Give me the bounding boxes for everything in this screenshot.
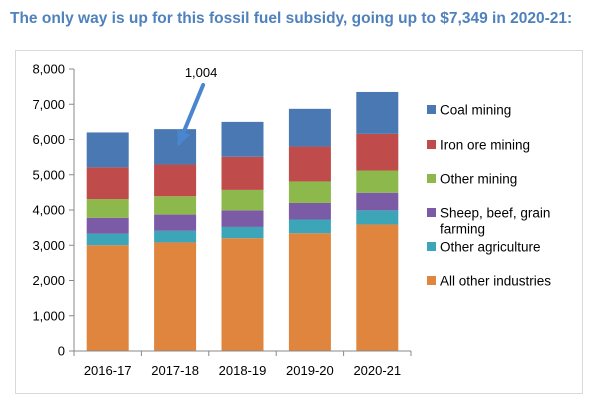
y-tick-label: 0 xyxy=(58,344,65,359)
legend-label: Other mining xyxy=(440,172,517,187)
chart-frame xyxy=(15,50,583,394)
bar-segment xyxy=(221,121,264,157)
bar-segment xyxy=(221,238,264,351)
y-tick-label: 3,000 xyxy=(32,238,65,253)
legend-label: Iron ore mining xyxy=(440,138,530,153)
bar-segment xyxy=(86,217,129,234)
y-tick-label: 1,000 xyxy=(32,308,65,323)
legend-label: Sheep, beef, grain farming xyxy=(440,206,550,237)
legend-swatch xyxy=(427,140,436,149)
x-tick-label: 2020-21 xyxy=(353,363,401,378)
bar-segment xyxy=(154,164,197,197)
bar-segment xyxy=(288,219,331,234)
legend-swatch xyxy=(427,208,436,217)
x-tick-label: 2017-18 xyxy=(151,363,199,378)
legend-swatch xyxy=(427,242,436,251)
bar-segment xyxy=(86,199,129,218)
bar-segment xyxy=(356,192,399,211)
y-tick-label: 6,000 xyxy=(32,132,65,147)
x-tick-label: 2019-20 xyxy=(286,363,334,378)
bar-segment xyxy=(86,167,129,200)
bar-segment xyxy=(154,242,197,351)
bar-segment xyxy=(154,196,197,215)
legend-swatch xyxy=(427,276,436,285)
annotation-label: 1,004 xyxy=(185,65,218,80)
bar-segment xyxy=(356,224,399,351)
bar-segment xyxy=(288,108,331,147)
y-axis: 0 1,000 2,000 3,000 4,000 5,000 6,000 7,000 8,00… xyxy=(32,62,75,359)
bar-segment xyxy=(154,214,197,231)
annotation-arrow-head xyxy=(177,129,191,146)
y-tick-label: 4,000 xyxy=(32,203,65,218)
legend-swatch xyxy=(427,174,436,183)
bar-segment xyxy=(154,129,197,165)
bar-segment xyxy=(356,91,399,134)
bar-segment xyxy=(356,133,399,171)
bar-segment xyxy=(86,233,129,246)
bar-segment xyxy=(288,181,331,203)
y-tick-label: 7,000 xyxy=(32,97,65,112)
y-tick-label: 8,000 xyxy=(32,62,65,77)
bar-segment xyxy=(221,189,264,211)
bars xyxy=(86,91,399,351)
y-tick-label: 2,000 xyxy=(32,273,65,288)
bar-segment xyxy=(356,170,399,193)
legend-label: Other agriculture xyxy=(440,240,541,255)
bar-segment xyxy=(288,233,331,351)
bar-segment xyxy=(154,230,197,243)
x-axis: 2016-17 2017-18 2018-19 2019-20 2020-21 xyxy=(73,350,412,378)
annotations: 1,004 xyxy=(177,65,217,146)
bar-segment xyxy=(288,146,331,182)
y-tick-label: 5,000 xyxy=(32,167,65,182)
bar-segment xyxy=(221,226,264,239)
bar-segment xyxy=(86,132,129,168)
bar-segment xyxy=(86,245,129,351)
bar-segment xyxy=(356,210,399,225)
bar-segment xyxy=(221,210,264,227)
page-title: The only way is up for this fossil fuel … xyxy=(10,10,573,27)
x-tick-label: 2018-19 xyxy=(219,363,267,378)
bar-segment xyxy=(288,202,331,220)
legend-label: All other industries xyxy=(440,274,551,289)
legend-label: Coal mining xyxy=(440,103,511,118)
legend: Coal mining Iron ore mining Other mining Sh… xyxy=(427,103,551,289)
x-tick-label: 2016-17 xyxy=(84,363,132,378)
legend-swatch xyxy=(427,105,436,114)
bar-segment xyxy=(221,156,264,190)
